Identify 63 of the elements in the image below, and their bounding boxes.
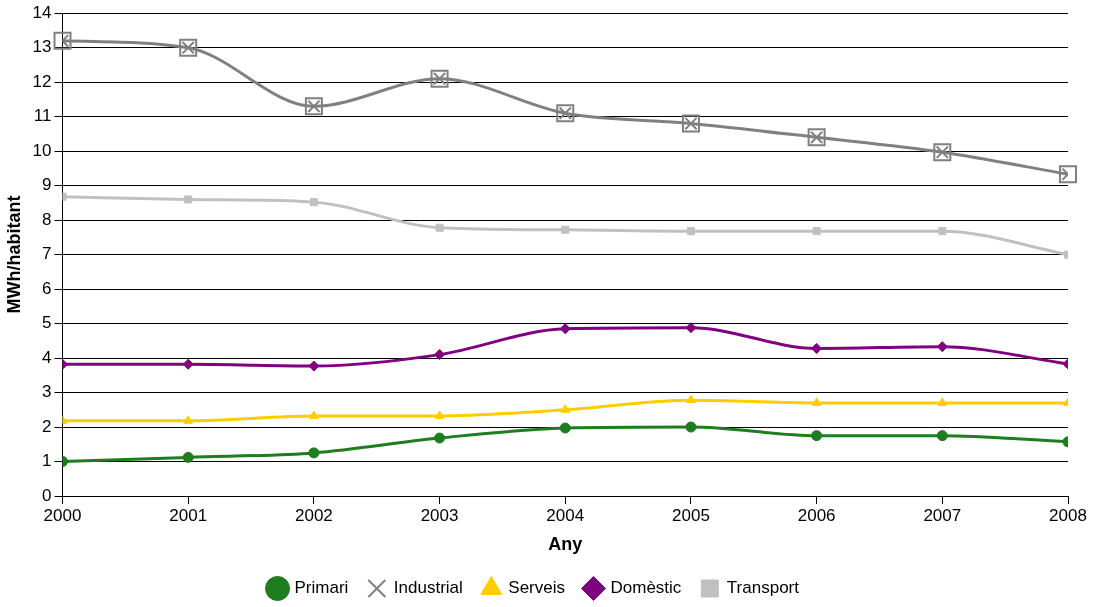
y-tick-label: 1 xyxy=(42,451,52,471)
x-tick-label: 2003 xyxy=(420,506,459,526)
x-tick-label: 2002 xyxy=(294,506,333,526)
point xyxy=(933,143,952,162)
point xyxy=(685,322,697,334)
point xyxy=(309,198,318,207)
point xyxy=(681,114,700,133)
y-tick-label: 6 xyxy=(42,278,52,298)
y-tick-label: 4 xyxy=(42,347,52,367)
point xyxy=(812,227,821,236)
point xyxy=(937,397,948,406)
point xyxy=(811,397,822,406)
point xyxy=(559,422,571,434)
point xyxy=(179,38,198,57)
x-tick-label: 2006 xyxy=(797,506,836,526)
legend-label: Industrial xyxy=(393,578,463,598)
y-tick-label: 14 xyxy=(32,2,52,22)
point xyxy=(811,430,823,442)
point xyxy=(938,227,947,236)
point xyxy=(434,410,445,419)
y-tick-label: 9 xyxy=(42,175,52,195)
point xyxy=(561,225,570,234)
y-tick-label: 10 xyxy=(32,140,52,160)
point xyxy=(309,410,319,419)
y-tick-label: 11 xyxy=(33,106,52,126)
y-tick-label: 8 xyxy=(42,209,52,229)
y-tick-label: 3 xyxy=(42,382,52,402)
y-tick-label: 0 xyxy=(42,485,52,505)
y-tick-label: 7 xyxy=(42,244,52,264)
point xyxy=(556,104,575,123)
point xyxy=(183,415,194,424)
y-tick-label: 13 xyxy=(32,37,52,57)
point xyxy=(308,447,320,459)
legend-label: Transport xyxy=(726,578,800,598)
point xyxy=(430,69,449,88)
point xyxy=(560,404,571,413)
point xyxy=(434,432,446,444)
point xyxy=(686,227,695,236)
legend-label: Primari xyxy=(294,578,349,598)
point xyxy=(1059,165,1077,184)
point xyxy=(182,451,194,463)
y-axis-title: MWh/habitant xyxy=(3,195,24,314)
legend-label: Serveis xyxy=(508,578,566,598)
point xyxy=(53,31,72,50)
x-tick-label: 2000 xyxy=(43,506,82,526)
x-tick-label: 2008 xyxy=(1049,506,1087,526)
x-tick-label: 2007 xyxy=(923,506,962,526)
point xyxy=(685,421,697,433)
point xyxy=(184,195,193,204)
x-tick-label: 2004 xyxy=(546,506,585,526)
point xyxy=(936,430,948,442)
point xyxy=(304,97,323,116)
y-tick-label: 12 xyxy=(32,71,52,91)
x-tick-label: 2005 xyxy=(672,506,710,526)
point xyxy=(434,349,446,361)
point xyxy=(807,128,826,147)
legend-label: Domèstic xyxy=(610,578,682,598)
x-tick-label: 2001 xyxy=(169,506,208,526)
y-tick-label: 5 xyxy=(42,313,52,333)
point xyxy=(686,394,696,404)
point xyxy=(435,223,444,232)
x-axis-title: Any xyxy=(548,534,583,555)
y-tick-label: 2 xyxy=(42,416,52,436)
